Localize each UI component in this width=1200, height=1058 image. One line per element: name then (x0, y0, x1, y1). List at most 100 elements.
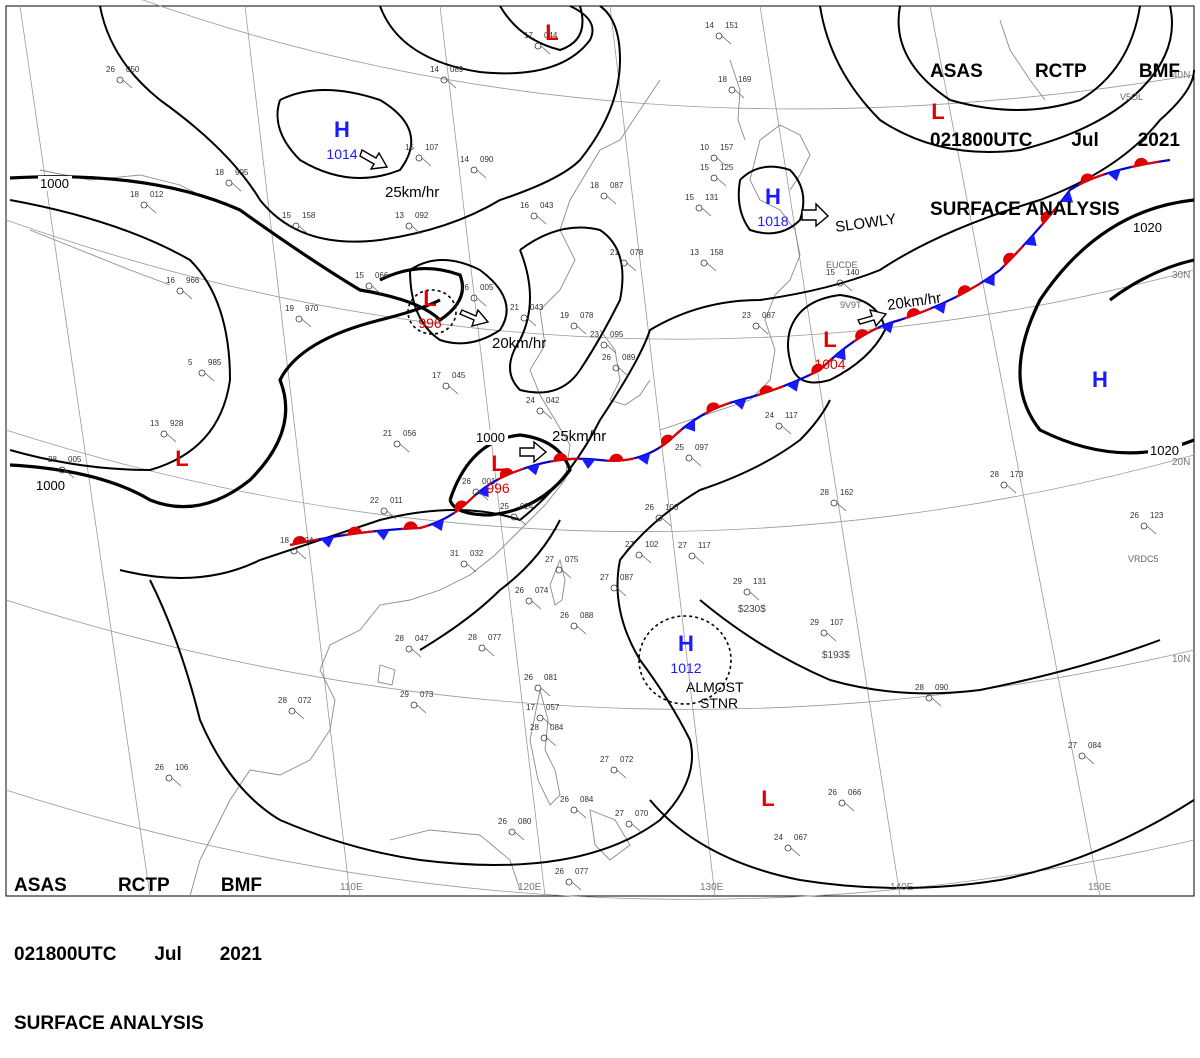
cold-front-triangle (637, 452, 651, 465)
station-pressure: 080 (518, 817, 532, 826)
station-temperature: 24 (774, 833, 783, 842)
arrow-1004 (856, 309, 888, 328)
isobars (9, 5, 1195, 889)
station-temperature: 28 (530, 723, 539, 732)
station-pressure: 970 (305, 304, 319, 313)
isobar-high-1014 (276, 89, 413, 179)
station-temperature: 28 (915, 683, 924, 692)
station-pressure: 066 (848, 788, 862, 797)
station-temperature: 26 (524, 673, 533, 682)
station-pressure: 928 (170, 419, 184, 428)
graticule (5, 0, 1195, 900)
pressure-center-value: 996 (486, 480, 510, 496)
station-temperature: 13 (150, 419, 159, 428)
isobar-ne-ring-inner (897, 5, 1141, 111)
warm-front-semicircle (348, 526, 362, 535)
motion-label: 25km/hr (385, 184, 439, 201)
station-temperature: 26 (560, 611, 569, 620)
pressure-center-l: L (491, 451, 504, 476)
station-pressure: 087 (762, 311, 776, 320)
station-pressure: 012 (150, 190, 164, 199)
coast-korea (599, 329, 651, 406)
station-temperature: 27 (678, 541, 687, 550)
isobar-label: 1000 (40, 176, 69, 191)
ship-callsign: VRDC5 (1128, 554, 1159, 564)
station-plots: 17 044 14 089 26 050 15 107 14 090 18 012 18 995 15 158… (48, 21, 1164, 891)
header-year-2: 2021 (219, 944, 262, 965)
station-temperature: 15 (685, 193, 694, 202)
warm-front-semicircle (759, 385, 774, 395)
station-pressure: 042 (546, 396, 560, 405)
station-pressure: 044 (544, 31, 558, 40)
station-temperature: 21 (610, 248, 619, 257)
station-temperature: 13 (395, 211, 404, 220)
pressure-center-l: L (423, 286, 436, 311)
station-temperature: 26 (498, 817, 507, 826)
isobar-far-west-south (149, 399, 831, 866)
isobar-label: 1020 (1133, 220, 1162, 235)
station-temperature: 28 (278, 696, 287, 705)
weather-map: 17 044 14 089 26 050 15 107 14 090 18 012 18 995 15 158… (5, 0, 1195, 900)
warm-front-semicircle (1134, 157, 1149, 167)
station-temperature: 17 (526, 703, 535, 712)
station-pressure: 092 (415, 211, 429, 220)
station-pressure: 100 (665, 503, 679, 512)
pressure-center-h: H (1092, 367, 1108, 392)
station-temperature: 28 (48, 455, 57, 464)
ship-callsign: V5OL (1120, 92, 1143, 102)
station-temperature: 24 (526, 396, 535, 405)
station-temperature: 26 (515, 586, 524, 595)
station-pressure: 075 (565, 555, 579, 564)
station-temperature: 26 (828, 788, 837, 797)
station-temperature: 14 (460, 155, 469, 164)
station-temperature: 10 (700, 143, 709, 152)
header-top-right: ASAS RCTP BMF 021800UTC Jul 2021 SURFACE ANA… (930, 14, 1180, 244)
warm-front-semicircle (499, 468, 514, 478)
coast-hainan (377, 664, 396, 686)
station-temperature: 18 (590, 181, 599, 190)
coast-taiwan (549, 558, 566, 606)
isobar-north-ring (379, 5, 594, 75)
header-agency-2: ASAS (14, 875, 67, 896)
header-month: Jul (1071, 130, 1099, 151)
station-pressure: 045 (452, 371, 466, 380)
parallel-20n (5, 429, 1195, 533)
station-temperature: 23 (590, 330, 599, 339)
station-pressure: 077 (575, 867, 589, 876)
station-pressure: 151 (725, 21, 739, 30)
dashed-ring-high-1012 (638, 615, 732, 705)
station-pressure: 162 (840, 488, 854, 497)
isobar-north-ring-2 (499, 5, 584, 52)
warm-front-semicircle (553, 452, 568, 461)
station-pressure: 047 (415, 634, 429, 643)
station-temperature: 27 (625, 540, 634, 549)
coast-luzon (529, 689, 561, 806)
station-temperature: 27 (600, 755, 609, 764)
longitude-label: 120E (518, 882, 542, 893)
ship-report: $193$ (822, 650, 850, 661)
station-temperature: 29 (810, 618, 819, 627)
station-pressure: 057 (546, 703, 560, 712)
station-pressure: 087 (610, 181, 624, 190)
station-temperature: 26 (560, 795, 569, 804)
station-pressure: 995 (235, 168, 249, 177)
station-temperature: 28 (820, 488, 829, 497)
isobar-low-1004 (787, 293, 887, 384)
station-temperature: 17 (524, 31, 533, 40)
isobar-1020-east (1018, 198, 1195, 455)
warm-front-semicircle (1003, 252, 1015, 265)
header-code-2: BMF (220, 875, 262, 896)
header-title: SURFACE ANALYSIS (930, 199, 1120, 220)
fronts (289, 157, 1171, 548)
station-pressure: 074 (535, 586, 549, 595)
isobar-1000-west (9, 175, 465, 323)
station-pressure: 107 (425, 143, 439, 152)
warm-front-semicircle (609, 453, 624, 462)
station-pressure: 005 (68, 455, 82, 464)
station-pressure: 084 (1088, 741, 1102, 750)
station-pressure: 078 (630, 248, 644, 257)
station-temperature: 27 (600, 573, 609, 582)
header-time: 021800UTC (930, 130, 1033, 151)
station-temperature: 19 (560, 311, 569, 320)
station-temperature: 15 (826, 268, 835, 277)
